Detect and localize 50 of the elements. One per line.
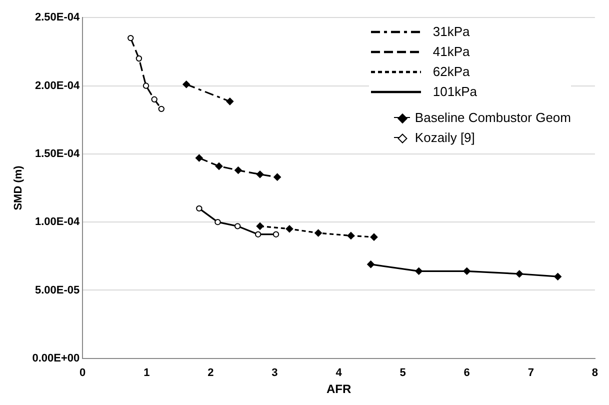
point (234, 223, 241, 230)
x-tick-label: 6 (464, 367, 470, 380)
x-axis-title: AFR (326, 382, 352, 396)
point (516, 270, 524, 278)
legend-label: 101kPa (432, 83, 478, 101)
y-tick-label: 2.00E-04 (34, 80, 80, 92)
x-tick-label: 3 (272, 367, 278, 380)
point (367, 260, 374, 268)
x-tick-label: 4 (336, 367, 343, 380)
y-tick-label: 1.00E-04 (34, 216, 80, 228)
point (215, 162, 223, 170)
x-tick-label: 7 (528, 367, 534, 380)
point (370, 233, 378, 241)
point (128, 34, 134, 42)
annotation: Kozaily [9] (414, 129, 475, 147)
point (136, 55, 142, 62)
point (234, 166, 242, 174)
x-tick-label: 2 (208, 367, 214, 380)
x-tick-label: 8 (592, 367, 598, 380)
legend-label: 41kPa (432, 43, 470, 61)
point (347, 232, 355, 240)
point (226, 98, 234, 106)
x-tick-label: 1 (144, 367, 150, 380)
point (142, 82, 150, 89)
point (182, 80, 190, 88)
legend-label: 31kPa (432, 23, 470, 41)
annotation: Baseline Combustor Geom (414, 109, 571, 127)
point (196, 205, 202, 212)
legend-label: 62kPa (432, 63, 470, 81)
point (314, 229, 322, 237)
y-tick-label: 0.00E+00 (32, 352, 80, 364)
point (554, 272, 562, 280)
point (214, 218, 221, 226)
point (256, 170, 264, 178)
point (158, 106, 164, 112)
point (463, 267, 471, 275)
point (195, 154, 203, 162)
point (415, 267, 423, 275)
y-tick-label: 5.00E-05 (34, 284, 80, 296)
point (256, 222, 264, 230)
point (254, 231, 262, 238)
point (151, 96, 158, 102)
point (272, 231, 280, 238)
point (286, 225, 294, 233)
y-tick-label: 2.50E-04 (34, 12, 80, 24)
x-tick-label: 0 (80, 367, 86, 380)
y-tick-label: 1.50E-04 (34, 148, 80, 160)
x-tick-label: 5 (400, 367, 406, 380)
point (274, 173, 281, 181)
y-axis-title: SMD (m) (12, 165, 25, 210)
